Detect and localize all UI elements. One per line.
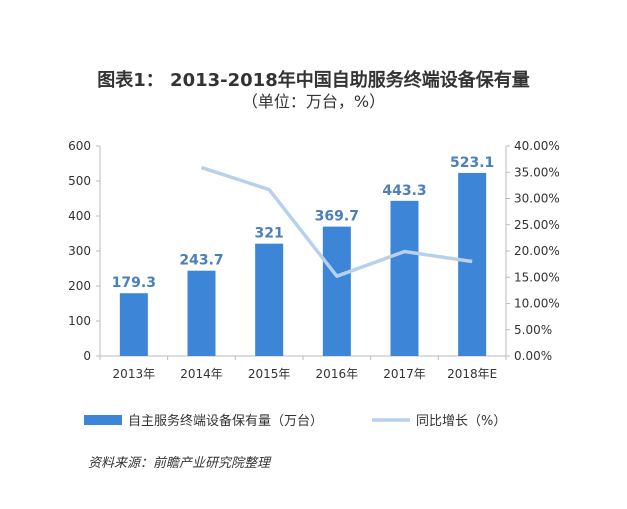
y-right-tick-label: 20.00% [514,244,560,258]
y-left-tick-label: 200 [68,279,91,293]
chart-title: 图表1： 2013-2018年中国自助服务终端设备保有量 [97,70,530,91]
legend-swatch-bar [84,415,122,425]
bar [390,200,419,356]
y-right-tick-label: 25.00% [514,218,560,232]
y-right-tick-label: 15.00% [514,270,560,284]
bar-data-label: 369.7 [315,209,359,225]
bar-data-label: 443.3 [382,183,426,199]
chart-subtitle: （单位：万台，%） [241,92,386,111]
y-left-tick-label: 600 [68,139,91,153]
y-left-tick-label: 100 [68,314,91,328]
bar-data-label: 321 [255,226,284,242]
y-right-tick-label: 10.00% [514,297,560,311]
y-right-tick-label: 40.00% [514,139,560,153]
bar-data-label: 179.3 [112,275,156,291]
x-tick-label: 2015年 [248,367,291,381]
y-left-tick-label: 300 [68,244,91,258]
y-right-tick-label: 30.00% [514,192,560,206]
x-tick-label: 2018年E [447,367,497,381]
source-note: 资料来源：前瞻产业研究院整理 [88,456,271,471]
y-left-tick-label: 0 [83,349,91,363]
bar [187,270,216,356]
bar [458,172,487,356]
y-left-tick-label: 400 [68,209,91,223]
bar [119,293,148,356]
y-left-tick-label: 500 [68,174,91,188]
x-tick-label: 2014年 [180,367,223,381]
y-right-tick-label: 0.00% [514,349,552,363]
x-tick-label: 2016年 [316,367,359,381]
y-right-tick-label: 35.00% [514,165,560,179]
y-right-tick-label: 5.00% [514,323,552,337]
bar-data-label: 243.7 [179,253,223,269]
legend-label-bar: 自主服务终端设备保有量（万台） [128,413,323,429]
x-tick-label: 2017年 [383,367,426,381]
bar-data-label: 523.1 [450,155,494,171]
x-tick-label: 2013年 [113,367,156,381]
legend-label-line: 同比增长（%） [416,414,506,429]
bar [255,243,284,356]
bar [322,226,351,356]
